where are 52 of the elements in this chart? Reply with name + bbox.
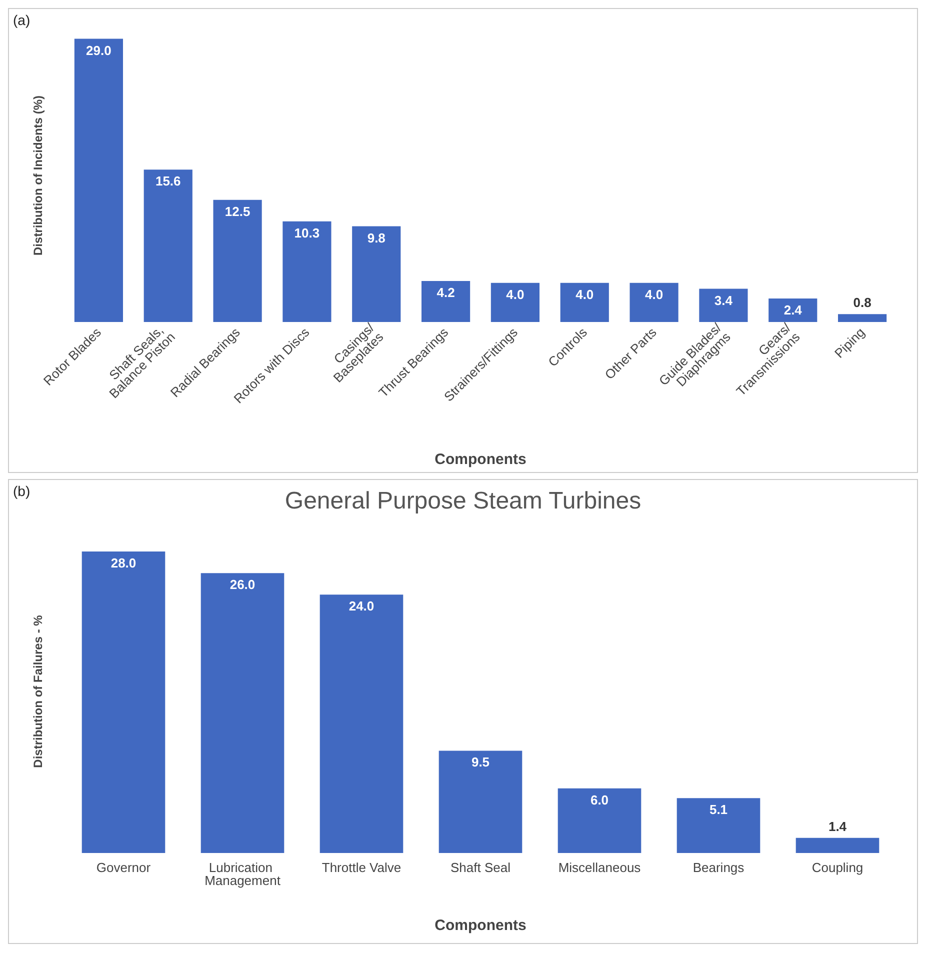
bar xyxy=(558,788,642,853)
bar xyxy=(213,200,262,322)
bar xyxy=(144,170,192,322)
x-tick-label: Miscellaneous xyxy=(558,860,642,875)
bar xyxy=(438,750,522,853)
text: (a) xyxy=(13,12,30,28)
bar xyxy=(282,221,332,322)
data-label: 4.0 xyxy=(576,286,594,302)
data-label: 5.1 xyxy=(709,802,728,818)
chart-title: General Purpose Steam Turbines xyxy=(284,488,642,514)
x-axis-title: Components xyxy=(434,917,526,934)
bar xyxy=(82,552,166,853)
data-label: 4.0 xyxy=(645,286,664,302)
y-axis-title: Distribution of Failures - % xyxy=(31,614,45,768)
data-label: 12.5 xyxy=(224,204,250,219)
x-tick-label: Throttle Valve xyxy=(322,860,402,875)
data-label: 2.4 xyxy=(784,302,803,318)
bar xyxy=(352,226,401,322)
bar xyxy=(838,314,887,322)
bar xyxy=(796,838,880,853)
x-tick-label: Lubrication Management xyxy=(204,860,281,888)
bar xyxy=(768,298,818,322)
data-label: 9.8 xyxy=(367,230,386,246)
bar xyxy=(676,798,760,853)
y-axis-title: Distribution of Incidents (%) xyxy=(31,96,45,256)
data-label: 0.8 xyxy=(853,295,872,310)
text: (b) xyxy=(13,483,30,499)
data-label: 10.3 xyxy=(294,225,320,240)
bar xyxy=(560,282,609,322)
bar xyxy=(74,38,124,322)
data-label: 3.4 xyxy=(714,292,734,308)
data-label: 26.0 xyxy=(230,577,256,592)
data-label: 24.0 xyxy=(348,598,374,614)
x-tick-label: Coupling xyxy=(812,860,864,875)
data-label: 28.0 xyxy=(110,556,136,571)
x-tick-label: Governor xyxy=(96,860,152,875)
data-label: 9.5 xyxy=(471,754,490,770)
data-label: 4.2 xyxy=(436,284,455,300)
bar xyxy=(421,280,470,322)
data-label: 15.6 xyxy=(155,174,181,189)
data-label: 4.0 xyxy=(506,286,524,302)
data-label: 6.0 xyxy=(590,792,609,808)
bar xyxy=(200,573,284,853)
x-axis-title: Components xyxy=(434,451,526,468)
data-label: 29.0 xyxy=(86,42,112,58)
bar xyxy=(699,288,748,322)
bar xyxy=(320,594,404,853)
bar xyxy=(490,282,540,322)
bar xyxy=(630,282,678,322)
data-label: 1.4 xyxy=(828,818,848,834)
x-tick-label: Shaft Seal xyxy=(450,860,511,875)
x-tick-label: Bearings xyxy=(692,860,745,875)
